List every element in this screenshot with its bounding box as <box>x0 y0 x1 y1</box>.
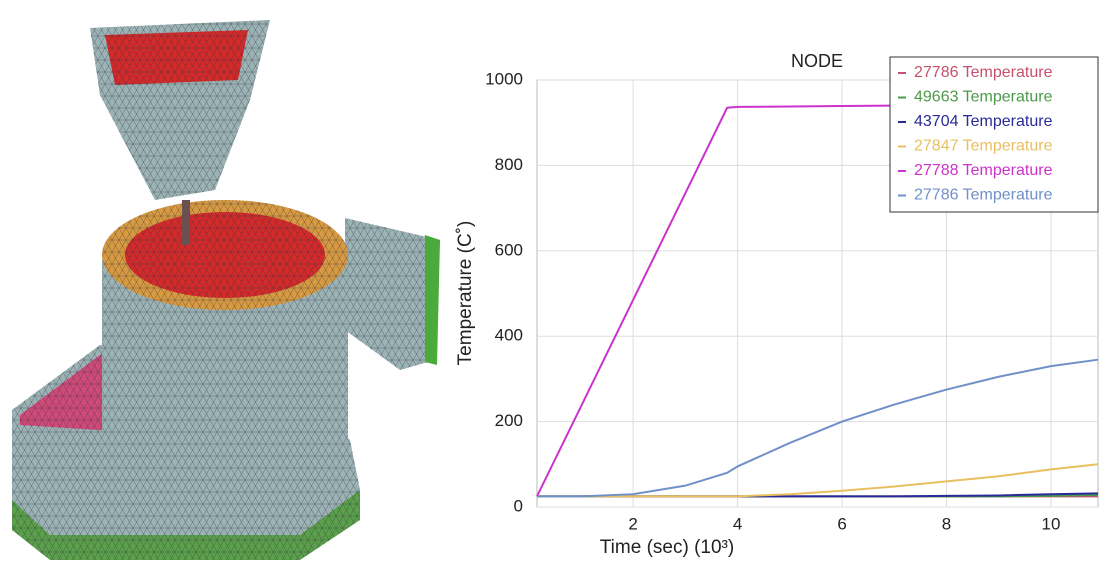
x-tick-label: 6 <box>837 514 846 533</box>
legend-label: 49663 Temperature <box>914 89 1053 106</box>
x-tick-label: 2 <box>628 514 637 533</box>
legend-label: 27786 Temperature <box>914 187 1053 204</box>
x-axis-label: Time (sec) (10³) <box>600 537 734 558</box>
series-line <box>537 358 1099 498</box>
legend-label: 27847 Temperature <box>914 138 1053 155</box>
y-tick-label: 1000 <box>485 69 523 88</box>
y-tick-label: 600 <box>495 240 523 259</box>
y-tick-label: 800 <box>495 155 523 174</box>
legend-label: 27788 Temperature <box>914 162 1053 179</box>
y-tick-label: 400 <box>495 326 523 345</box>
series-line <box>537 463 1099 498</box>
y-tick-label: 200 <box>495 411 523 430</box>
legend-label: 27786 Temperature <box>914 64 1053 81</box>
mesh-model <box>12 20 440 560</box>
x-tick-label: 4 <box>733 514 742 533</box>
y-axis-label: Temperature (C˚) <box>455 221 476 366</box>
x-tick-label: 8 <box>942 514 951 533</box>
x-tick-label: 10 <box>1042 514 1061 533</box>
chart-title: NODE <box>791 51 843 71</box>
legend-label: 43704 Temperature <box>914 113 1053 130</box>
y-tick-label: 0 <box>514 496 523 515</box>
legend-box <box>889 56 1099 213</box>
